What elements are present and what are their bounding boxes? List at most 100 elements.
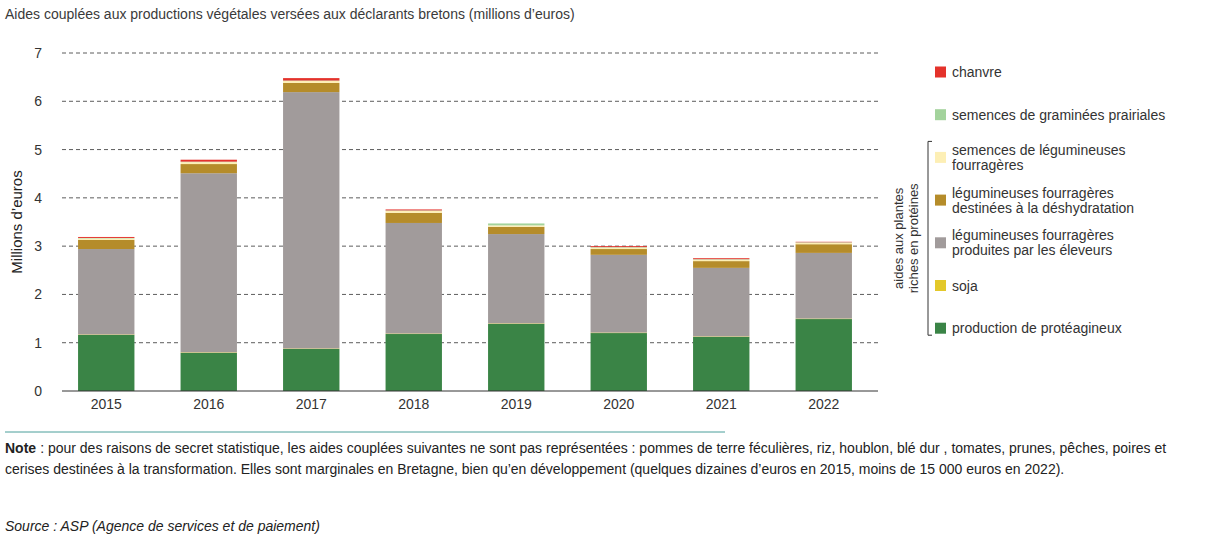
y-axis: 0 1 2 3 4 5 6 7 <box>34 45 52 399</box>
bar-segment <box>386 223 442 334</box>
bar-series <box>78 81 852 260</box>
y-tick-label: 4 <box>34 190 42 206</box>
bar-segment <box>796 244 852 253</box>
x-tick: 2020 <box>603 391 634 412</box>
y-tick: 3 <box>34 238 52 254</box>
bar-segment <box>693 258 749 260</box>
x-tick: 2022 <box>808 391 839 412</box>
x-tick-label: 2020 <box>603 396 634 412</box>
bar-series <box>78 78 852 259</box>
y-axis-title: Millions d’euros <box>8 170 25 273</box>
y-tick-label: 1 <box>34 335 42 351</box>
y-tick: 1 <box>34 335 52 351</box>
bar-segment <box>591 247 647 248</box>
x-axis: 2015 2016 2017 2018 2019 2020 2021 2022 <box>62 391 878 412</box>
bar-segment <box>181 160 237 162</box>
grid-line <box>62 149 878 150</box>
bar-segment <box>488 234 544 323</box>
y-axis-line <box>52 54 53 392</box>
legend-label: semences de légumineusesfourragères <box>952 142 1126 173</box>
separator <box>5 432 725 433</box>
bar-segment <box>283 78 339 80</box>
bar-segment <box>796 243 852 244</box>
bar-segment <box>386 334 442 391</box>
bar-segment <box>78 249 134 334</box>
legend-swatch <box>935 195 946 206</box>
y-tick-label: 5 <box>34 142 42 158</box>
bar-segment <box>283 92 339 348</box>
grid-line <box>62 53 878 54</box>
x-tick: 2021 <box>706 391 737 412</box>
bar-segment <box>591 249 647 255</box>
x-tick: 2016 <box>193 391 224 412</box>
legend-bracket <box>928 141 932 335</box>
bar-segment <box>283 349 339 391</box>
bar-series <box>78 92 852 352</box>
bar-segment <box>78 237 134 238</box>
bar-segment <box>693 259 749 260</box>
bar-segment <box>386 209 442 211</box>
legend-label: production de protéagineux <box>952 320 1122 336</box>
legend-item: légumineuses fourragèresdestinées à la d… <box>935 185 1134 216</box>
x-axis-line <box>62 391 878 392</box>
y-tick-label: 2 <box>34 286 42 302</box>
source: Source : ASP (Agence de services et de p… <box>5 518 320 534</box>
bar-segment <box>591 248 647 249</box>
legend-item: légumineuses fourragèresproduites par le… <box>935 227 1114 258</box>
x-tick-label: 2022 <box>808 396 839 412</box>
x-tick-label: 2015 <box>91 396 122 412</box>
y-tick: 0 <box>34 383 52 399</box>
bar-segment <box>693 337 749 391</box>
y-tick: 7 <box>34 45 52 61</box>
y-tick: 5 <box>34 142 52 158</box>
bar-series <box>78 83 852 268</box>
legend-label: légumineuses fourragèresproduites par le… <box>952 227 1114 258</box>
bar-segment <box>78 236 134 238</box>
note-label: Note <box>5 440 36 456</box>
legend-label: soja <box>952 278 978 294</box>
y-tick: 6 <box>34 93 52 109</box>
bar-segment <box>488 225 544 226</box>
bar-segment <box>693 261 749 268</box>
bar-segment <box>693 260 749 261</box>
x-tick: 2015 <box>91 391 122 412</box>
bar-segment <box>796 319 852 391</box>
bar-segment <box>796 253 852 319</box>
bar-segment <box>488 227 544 234</box>
bar-segment <box>796 241 852 242</box>
legend-swatch <box>935 109 946 120</box>
bar-series <box>78 81 852 261</box>
x-tick: 2017 <box>296 391 327 412</box>
chart-title: Aides couplées aux productions végétales… <box>5 6 575 22</box>
bar-segment <box>488 324 544 391</box>
y-tick-label: 7 <box>34 45 42 61</box>
legend-swatch <box>935 237 946 248</box>
bar-segment <box>78 335 134 391</box>
bar-segment <box>693 268 749 337</box>
legend-item: production de protéagineux <box>935 320 1122 336</box>
bar-segment <box>78 240 134 249</box>
x-tick: 2019 <box>501 391 532 412</box>
legend-item: soja <box>935 278 978 294</box>
x-tick-label: 2016 <box>193 396 224 412</box>
x-tick-label: 2021 <box>706 396 737 412</box>
legend-item: chanvre <box>935 64 1002 80</box>
legend-swatch <box>935 67 946 78</box>
bar-segment <box>386 211 442 213</box>
group-annotation: aides aux plantesriches en protéines <box>891 183 921 293</box>
bar-segment <box>181 164 237 173</box>
legend-label: légumineuses fourragèresdestinées à la d… <box>952 185 1134 216</box>
bar-segment <box>181 173 237 352</box>
bar-segment <box>181 162 237 164</box>
legend-swatch <box>935 280 946 291</box>
bar-segment <box>488 223 544 224</box>
bar-segment <box>283 83 339 92</box>
y-tick: 2 <box>34 286 52 302</box>
legend-label: chanvre <box>952 64 1002 80</box>
x-tick-label: 2017 <box>296 396 327 412</box>
bar-segment <box>591 255 647 333</box>
legend-item: semences de légumineusesfourragères <box>935 142 1126 173</box>
bar-segment <box>591 333 647 391</box>
bar-segment <box>283 81 339 83</box>
x-tick-label: 2018 <box>398 396 429 412</box>
